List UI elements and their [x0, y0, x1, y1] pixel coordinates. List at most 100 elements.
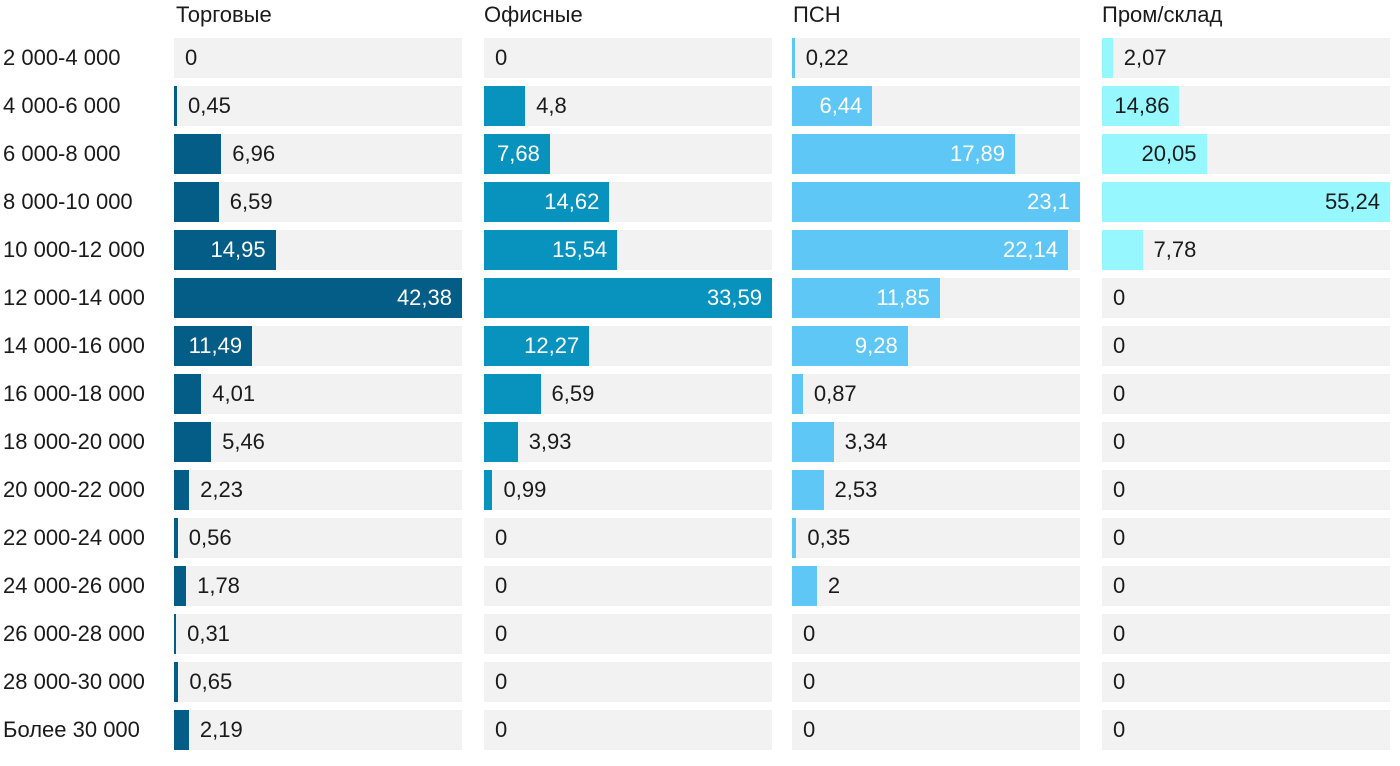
bar-псн — [792, 566, 817, 606]
bar-track: 2 — [792, 566, 1080, 606]
bar-track: 55,24 — [1102, 182, 1390, 222]
bar-торговые — [174, 422, 212, 462]
bar-псн — [792, 182, 1080, 222]
bar-track: 0 — [484, 566, 772, 606]
category-label: 18 000-20 000 — [3, 429, 145, 454]
bar-track: 0 — [1102, 326, 1390, 366]
bar-track: 0,45 — [174, 86, 462, 126]
data-label: 0 — [1113, 525, 1126, 550]
data-label: 3,34 — [844, 429, 888, 454]
data-label: 0 — [1113, 621, 1126, 646]
data-label: 6,59 — [551, 381, 595, 406]
bar-офисные — [484, 374, 541, 414]
bar-track: 14,86 — [1102, 86, 1390, 126]
bar-псн — [792, 86, 873, 126]
bar-track: 4,01 — [174, 374, 462, 414]
bar-track: 6,59 — [174, 182, 462, 222]
bar-track: 0 — [1102, 470, 1390, 510]
bar-track: 0,22 — [792, 38, 1080, 78]
bar-track: 0 — [1102, 566, 1390, 606]
data-label: 0 — [495, 573, 508, 598]
data-label: 0 — [803, 669, 816, 694]
bar-track: 2,23 — [174, 470, 462, 510]
data-label: 0,45 — [188, 93, 231, 118]
bar-офисные — [484, 182, 610, 222]
bar-track: 22,14 — [792, 230, 1080, 270]
category-label: Более 30 000 — [3, 717, 140, 742]
bar-офисные — [484, 470, 493, 510]
bar-офисные — [484, 422, 518, 462]
category-label: 6 000-8 000 — [3, 141, 121, 166]
data-label: 7,68 — [497, 141, 540, 166]
data-label: 5,46 — [222, 429, 265, 454]
bar-track: 0 — [484, 662, 772, 702]
data-label: 42,38 — [396, 285, 452, 310]
data-label: 0 — [495, 621, 508, 646]
bar-пром-склад — [1102, 38, 1113, 78]
category-label: 26 000-28 000 — [3, 621, 145, 646]
bar-торговые — [174, 86, 178, 126]
bar-пром-склад — [1102, 134, 1207, 174]
bar-track: 42,38 — [174, 278, 462, 318]
data-label: 0 — [1113, 285, 1126, 310]
data-label: 6,44 — [819, 93, 863, 118]
bar-track: 0 — [1102, 662, 1390, 702]
data-label: 4,01 — [212, 381, 256, 406]
data-label: 11,49 — [188, 333, 243, 358]
category-label: 16 000-18 000 — [3, 381, 145, 406]
bar-track: 11,85 — [792, 278, 1080, 318]
data-label: 0 — [1113, 381, 1126, 406]
bar-пром-склад — [1102, 86, 1180, 126]
bar-track: 2,53 — [792, 470, 1080, 510]
bar-track: 15,54 — [484, 230, 772, 270]
bar-track: 0 — [484, 518, 772, 558]
data-label: 6,59 — [229, 189, 273, 214]
bar-track: 4,8 — [484, 86, 772, 126]
bar-track: 0 — [792, 662, 1080, 702]
bar-псн — [792, 422, 834, 462]
data-label: 2,23 — [200, 477, 243, 502]
bar-торговые — [174, 518, 178, 558]
bar-track: 20,05 — [1102, 134, 1390, 174]
bar-офисные — [484, 230, 618, 270]
bar-псн — [792, 134, 1016, 174]
data-label: 0 — [1113, 333, 1126, 358]
bar-псн — [792, 278, 940, 318]
data-label: 14,95 — [210, 237, 266, 262]
bar-track: 0 — [1102, 422, 1390, 462]
data-label: 0 — [1113, 429, 1126, 454]
bar-псн — [792, 374, 803, 414]
data-label: 14,62 — [544, 189, 600, 214]
category-label: 2 000-4 000 — [3, 45, 121, 70]
data-label: 0,31 — [187, 621, 230, 646]
category-label: 14 000-16 000 — [3, 333, 145, 358]
bar-track: 0,65 — [174, 662, 462, 702]
bar-торговые — [174, 710, 189, 750]
category-label: 24 000-26 000 — [3, 573, 145, 598]
category-label: 8 000-10 000 — [3, 189, 133, 214]
category-label: 4 000-6 000 — [3, 93, 121, 118]
bar-track: 0 — [484, 38, 772, 78]
bar-track: 7,68 — [484, 134, 772, 174]
bar-торговые — [174, 230, 276, 270]
category-label: 22 000-24 000 — [3, 525, 145, 550]
data-label: 7,78 — [1153, 237, 1197, 262]
bar-track: 0,56 — [174, 518, 462, 558]
bar-track: 3,93 — [484, 422, 772, 462]
data-label: 0 — [803, 717, 816, 742]
data-label: 2,19 — [199, 717, 243, 742]
category-label: 20 000-22 000 — [3, 477, 145, 502]
bar-track: 33,59 — [484, 278, 772, 318]
bar-track: 0 — [792, 710, 1080, 750]
bar-торговые — [174, 134, 222, 174]
data-label: 0 — [1113, 477, 1126, 502]
data-label: 0 — [495, 525, 508, 550]
bar-track: 0,31 — [174, 614, 462, 654]
bar-track: 0 — [174, 38, 462, 78]
data-label: 0,22 — [805, 45, 849, 70]
data-label: 20,05 — [1141, 141, 1197, 166]
data-label: 2,53 — [834, 477, 878, 502]
data-label: 2 — [827, 573, 841, 598]
data-label: 6,96 — [232, 141, 276, 166]
category-label: 12 000-14 000 — [3, 285, 145, 310]
